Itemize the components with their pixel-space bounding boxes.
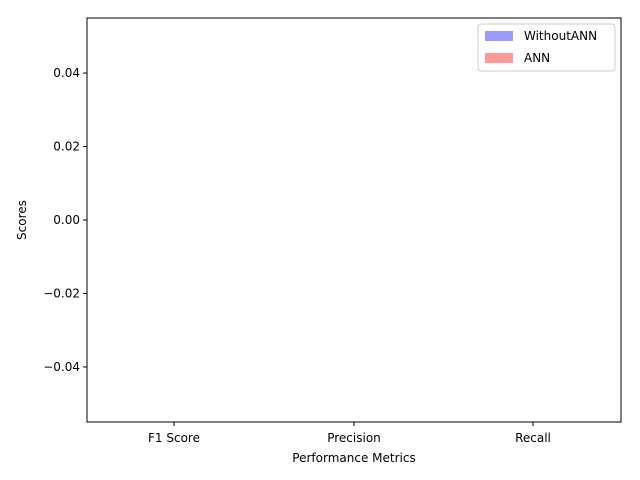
x-tick-label: Recall — [515, 431, 551, 445]
legend-label-ann: ANN — [524, 51, 550, 65]
x-tick-label: F1 Score — [148, 431, 200, 445]
y-tick-label: −0.02 — [43, 286, 80, 300]
legend: WithoutANN ANN — [477, 23, 616, 72]
legend-label-withoutann: WithoutANN — [524, 29, 597, 43]
x-axis-ticks: F1 Score Precision Recall — [148, 422, 551, 445]
x-tick-label: Precision — [327, 431, 381, 445]
y-tick-label: 0.02 — [53, 140, 80, 154]
plot-area — [86, 17, 622, 423]
y-tick-label: 0.00 — [53, 213, 80, 227]
y-tick-label: 0.04 — [53, 66, 80, 80]
legend-swatch-withoutann — [485, 31, 513, 41]
x-axis-label: Performance Metrics — [292, 451, 415, 465]
y-axis-label: Scores — [15, 200, 29, 240]
y-axis-ticks: 0.04 0.02 0.00 −0.02 −0.04 — [43, 66, 87, 374]
y-tick-label: −0.04 — [43, 360, 80, 374]
legend-swatch-ann — [485, 53, 513, 63]
